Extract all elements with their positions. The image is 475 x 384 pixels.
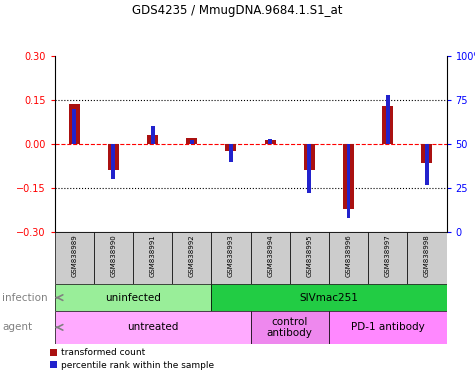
Bar [55, 311, 251, 344]
Text: GSM838994: GSM838994 [267, 234, 273, 277]
Bar [112, 144, 115, 179]
Bar [190, 141, 194, 144]
Bar [108, 144, 119, 170]
Text: uninfected: uninfected [105, 293, 161, 303]
Bar [133, 232, 172, 284]
Text: infection: infection [2, 293, 48, 303]
Bar [55, 284, 211, 311]
Text: GSM838995: GSM838995 [306, 234, 313, 277]
Bar [368, 232, 407, 284]
Bar [382, 106, 393, 144]
Bar [151, 126, 154, 144]
Bar [251, 232, 290, 284]
Bar [329, 311, 446, 344]
Bar [307, 144, 311, 194]
Bar [343, 144, 354, 209]
Bar [425, 144, 429, 185]
Bar [229, 144, 233, 162]
Bar [290, 232, 329, 284]
Bar [186, 138, 197, 144]
Text: GSM838992: GSM838992 [189, 234, 195, 277]
Bar [147, 135, 158, 144]
Text: GSM838991: GSM838991 [150, 234, 156, 277]
Bar [211, 232, 251, 284]
Bar [211, 284, 446, 311]
Text: GDS4235 / MmugDNA.9684.1.S1_at: GDS4235 / MmugDNA.9684.1.S1_at [132, 4, 343, 17]
Bar [265, 140, 276, 144]
Text: GSM838993: GSM838993 [228, 234, 234, 277]
Text: GSM838996: GSM838996 [345, 234, 352, 277]
Text: GSM838989: GSM838989 [71, 234, 77, 277]
Bar [172, 232, 211, 284]
Bar [329, 232, 368, 284]
Bar [55, 232, 94, 284]
Text: control
antibody: control antibody [267, 316, 313, 338]
Bar [347, 144, 351, 218]
Text: untreated: untreated [127, 322, 178, 333]
Bar [268, 139, 272, 144]
Legend: transformed count, percentile rank within the sample: transformed count, percentile rank withi… [50, 348, 215, 370]
Bar [226, 144, 237, 151]
Bar [304, 144, 315, 170]
Text: GSM838990: GSM838990 [110, 234, 116, 277]
Bar [407, 232, 446, 284]
Text: GSM838997: GSM838997 [385, 234, 391, 277]
Text: GSM838998: GSM838998 [424, 234, 430, 277]
Bar [69, 104, 80, 144]
Text: agent: agent [2, 322, 32, 333]
Bar [386, 94, 390, 144]
Bar [72, 109, 76, 144]
Text: SIVmac251: SIVmac251 [300, 293, 358, 303]
Bar [94, 232, 133, 284]
Bar [251, 311, 329, 344]
Text: PD-1 antibody: PD-1 antibody [351, 322, 425, 333]
Bar [421, 144, 432, 163]
